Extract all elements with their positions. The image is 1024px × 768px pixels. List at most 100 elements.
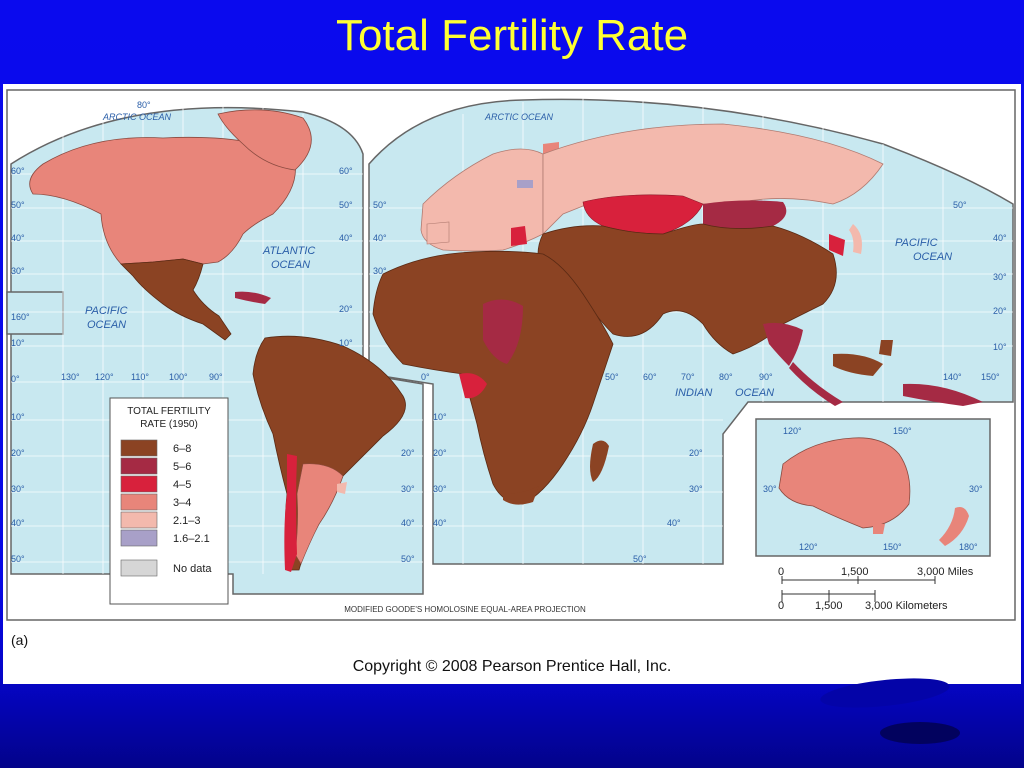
lon-160-label: 160° xyxy=(11,312,30,322)
scale-km-1500: 1,500 xyxy=(815,600,843,612)
svg-text:10°: 10° xyxy=(11,338,25,348)
north-america xyxy=(29,136,296,265)
svg-text:30°: 30° xyxy=(373,266,387,276)
svg-text:40°: 40° xyxy=(11,518,25,528)
caribbean xyxy=(235,291,271,304)
svg-text:10°: 10° xyxy=(993,342,1007,352)
south-africa xyxy=(503,486,539,505)
svg-text:20°: 20° xyxy=(401,448,415,458)
philippines xyxy=(879,340,893,356)
svg-text:30°: 30° xyxy=(11,266,25,276)
svg-text:130°: 130° xyxy=(61,372,80,382)
lat-labels-mid: 60° 50° 40° 20° 10° 50° 40° 30° 20° 30° … xyxy=(339,166,415,564)
scale-km-0: 0 xyxy=(778,600,784,612)
indian-ocean-label-2: OCEAN xyxy=(735,387,774,399)
svg-text:180°: 180° xyxy=(959,542,978,552)
lat-80-label: 80° xyxy=(137,100,151,110)
greenland xyxy=(217,109,312,171)
svg-text:0°: 0° xyxy=(421,372,430,382)
svg-text:120°: 120° xyxy=(799,542,818,552)
svg-text:20°: 20° xyxy=(433,448,447,458)
borneo xyxy=(833,353,883,376)
svg-text:70°: 70° xyxy=(681,372,695,382)
pacific-ocean-label-right-2: OCEAN xyxy=(913,251,952,263)
svg-text:60°: 60° xyxy=(11,166,25,176)
legend-label: 1.6–2.1 xyxy=(173,533,210,545)
svg-text:10°: 10° xyxy=(339,338,353,348)
argentina xyxy=(294,463,344,565)
svg-text:30°: 30° xyxy=(433,484,447,494)
legend-swatch xyxy=(120,529,158,547)
tasmania xyxy=(873,524,885,534)
svg-text:40°: 40° xyxy=(373,233,387,243)
africa xyxy=(372,250,614,505)
lon-labels-right: 50° 60° 70° 80° 90° 140° 150° xyxy=(605,372,1000,382)
svg-text:50°: 50° xyxy=(953,200,967,210)
svg-text:30°: 30° xyxy=(689,484,703,494)
pacific-ocean-label-left-2: OCEAN xyxy=(87,319,126,331)
legend-label: 4–5 xyxy=(173,479,191,491)
legend-label: 5–6 xyxy=(173,461,191,473)
slide-title: Total Fertility Rate xyxy=(335,11,689,60)
australia xyxy=(778,437,911,529)
legend-items: 6–8 5–6 4–5 3–4 2.1–3 1.6–2.1 No data xyxy=(120,439,212,577)
svg-text:120°: 120° xyxy=(95,372,114,382)
balkans xyxy=(511,226,527,246)
legend-swatch xyxy=(120,511,158,529)
new-zealand xyxy=(939,507,969,546)
scale-miles-3000: 3,000 Miles xyxy=(917,566,974,578)
legend-swatch xyxy=(120,493,158,511)
svg-text:50°: 50° xyxy=(633,554,647,564)
svg-text:20°: 20° xyxy=(993,306,1007,316)
central-africa xyxy=(483,299,523,364)
svg-text:60°: 60° xyxy=(339,166,353,176)
svg-text:40°: 40° xyxy=(401,518,415,528)
svg-text:110°: 110° xyxy=(131,372,149,382)
legend-title-1: TOTAL FERTILITY xyxy=(127,406,211,417)
map-figure: ARCTIC OCEAN 80° ARCTIC OCEAN ATLANTIC O… xyxy=(3,84,1021,684)
legend-swatch xyxy=(120,559,158,577)
chile xyxy=(284,454,297,572)
legend-swatch xyxy=(120,457,158,475)
svg-text:150°: 150° xyxy=(883,542,902,552)
svg-text:40°: 40° xyxy=(433,518,447,528)
svg-text:50°: 50° xyxy=(373,200,387,210)
legend-label: 6–8 xyxy=(173,443,191,455)
madagascar xyxy=(590,440,609,482)
korea xyxy=(829,234,845,256)
arctic-ocean-label-left: ARCTIC OCEAN xyxy=(102,112,172,122)
indian-ocean-label-1: INDIAN xyxy=(675,387,712,399)
new-guinea xyxy=(903,383,983,406)
lat-labels-right: 50° 40° 30° 20° 10° xyxy=(953,200,1007,352)
svg-text:40°: 40° xyxy=(993,233,1007,243)
svg-text:40°: 40° xyxy=(339,233,353,243)
svg-text:100°: 100° xyxy=(169,372,188,382)
svg-text:50°: 50° xyxy=(339,200,353,210)
iberia xyxy=(426,221,450,245)
copyright-notice: Copyright © 2008 Pearson Prentice Hall, … xyxy=(352,658,672,675)
scale-miles-0: 0 xyxy=(778,566,784,578)
svg-text:90°: 90° xyxy=(209,372,223,382)
svg-text:10°: 10° xyxy=(11,412,25,422)
svg-text:30°: 30° xyxy=(401,484,415,494)
svg-text:90°: 90° xyxy=(759,372,773,382)
australia-inset-labels: 120° 150° 30° 30° 120° 150° 180° xyxy=(763,426,983,552)
svg-text:30°: 30° xyxy=(969,484,983,494)
atlantic-ocean-label-2: OCEAN xyxy=(271,259,310,271)
svg-text:120°: 120° xyxy=(783,426,802,436)
svg-text:0°: 0° xyxy=(11,374,20,384)
scale-km-3000: 3,000 Kilometers xyxy=(865,600,948,612)
europe xyxy=(420,148,544,252)
uruguay xyxy=(337,482,347,494)
svg-text:20°: 20° xyxy=(11,448,25,458)
world-map: ARCTIC OCEAN 80° ARCTIC OCEAN ATLANTIC O… xyxy=(6,89,1016,621)
atlantic-ocean-label-1: ATLANTIC xyxy=(262,245,315,257)
svg-text:50°: 50° xyxy=(11,554,25,564)
southeast-asia xyxy=(763,322,803,366)
low-fertility-region xyxy=(517,180,533,188)
legend-swatch xyxy=(120,439,158,457)
legend-title-2: RATE (1950) xyxy=(140,419,198,430)
lon-labels-left: 130° 120° 110° 100° 90° xyxy=(61,372,223,382)
svg-text:30°: 30° xyxy=(11,484,25,494)
figure-caption: (a) xyxy=(11,632,29,648)
